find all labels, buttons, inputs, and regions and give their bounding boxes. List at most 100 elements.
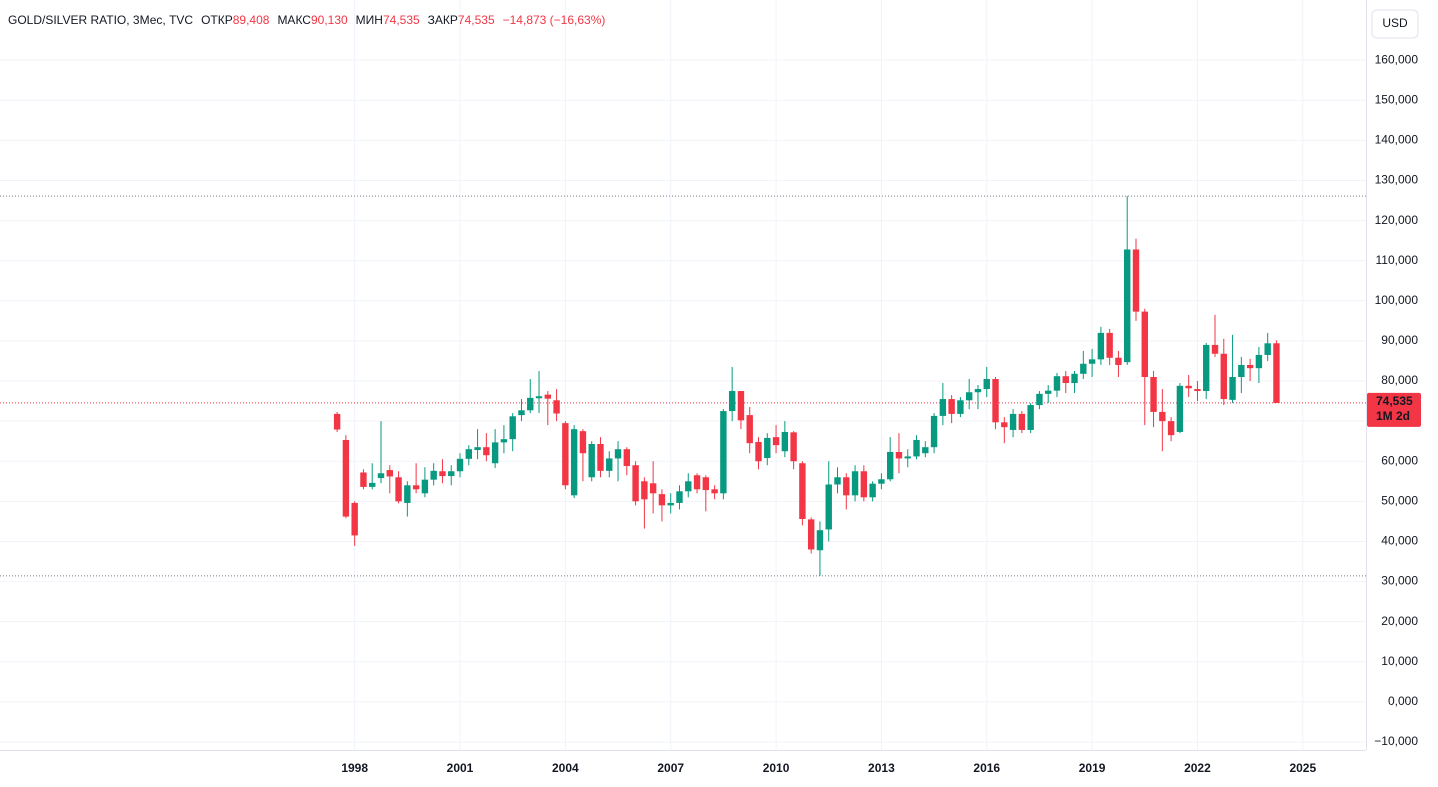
candle-body <box>878 479 885 484</box>
candle-body <box>1238 364 1245 378</box>
candle-body <box>351 502 358 536</box>
candle-body <box>614 449 622 459</box>
candle-body <box>948 399 955 414</box>
candle-body <box>465 449 472 459</box>
candle-body <box>430 470 437 480</box>
candle-body <box>1255 354 1263 369</box>
countdown-label: 1M 2d <box>1376 409 1410 423</box>
candle-body <box>1115 357 1122 365</box>
candle-body <box>1132 249 1140 312</box>
candle-body <box>377 473 385 479</box>
candle-body <box>1080 363 1087 374</box>
y-tick-label: 140,000 <box>1375 133 1419 147</box>
x-tick-label: 2010 <box>763 761 790 775</box>
ohlc-label: МАКС <box>277 13 311 27</box>
y-tick-label: 50,000 <box>1381 494 1418 508</box>
candle-body <box>641 481 648 500</box>
candle-body <box>860 471 868 498</box>
candle-body <box>1045 390 1052 394</box>
candle-body <box>1229 377 1236 400</box>
candle-body <box>1141 311 1148 378</box>
candle-body <box>649 483 657 494</box>
candle-body <box>544 394 552 399</box>
x-tick-label: 2016 <box>973 761 1000 775</box>
candle-body <box>772 437 780 446</box>
candle-body <box>957 400 964 414</box>
candle-body <box>395 477 402 502</box>
symbol-title: GOLD/SILVER RATIO, 3Мес, TVC <box>8 13 193 27</box>
candle-body <box>439 471 446 477</box>
candle-body <box>1264 343 1271 355</box>
last-price-label: 74,535 <box>1376 394 1413 408</box>
candle-body <box>755 441 762 462</box>
candle-body <box>509 416 516 440</box>
y-tick-label: 120,000 <box>1375 213 1419 227</box>
candle-body <box>1159 411 1166 422</box>
candle-body <box>491 442 499 464</box>
candle-body <box>1167 421 1175 436</box>
y-tick-label: 80,000 <box>1381 373 1418 387</box>
x-tick-label: 2025 <box>1289 761 1316 775</box>
candle-body <box>333 413 341 430</box>
candle-body <box>369 482 376 487</box>
candle-body <box>421 479 429 494</box>
x-tick-label: 1998 <box>341 761 368 775</box>
candle-body <box>483 447 490 456</box>
ohlc-label: МИН <box>356 13 383 27</box>
candle-body <box>974 389 982 393</box>
candle-body <box>632 465 639 502</box>
candle-body <box>1106 332 1113 358</box>
ohlc-value: 90,130 <box>311 13 348 27</box>
candle-body <box>1036 393 1043 406</box>
y-tick-label: 10,000 <box>1381 654 1418 668</box>
candle-body <box>474 447 481 450</box>
candle-body <box>1062 376 1069 384</box>
candle-body <box>386 470 393 477</box>
candle-body <box>807 519 815 550</box>
change-value: −14,873 (−16,63%) <box>503 13 606 27</box>
candle-body <box>939 399 947 416</box>
candle-body <box>535 396 543 399</box>
ohlc-value: 89,408 <box>233 13 270 27</box>
x-tick-label: 2022 <box>1184 761 1211 775</box>
ohlc-value: 74,535 <box>383 13 420 27</box>
candle-body <box>553 400 560 414</box>
candle-body <box>1203 344 1210 392</box>
x-tick-label: 2007 <box>657 761 684 775</box>
y-tick-label: −10,000 <box>1374 734 1418 748</box>
marks <box>333 196 1280 576</box>
candle-body <box>1220 353 1227 400</box>
candle-body <box>588 443 595 478</box>
ohlc-value: 74,535 <box>458 13 495 27</box>
y-tick-label: 90,000 <box>1381 333 1418 347</box>
candle-body <box>360 472 367 487</box>
candle-body <box>676 491 683 503</box>
candle-body <box>728 391 736 412</box>
y-tick-label: 60,000 <box>1381 453 1418 467</box>
candle-body <box>1211 344 1219 354</box>
candle-body <box>597 443 604 471</box>
ohlc-label: ОТКР <box>201 13 233 27</box>
candle-body <box>781 431 789 452</box>
currency-label[interactable]: USD <box>1382 16 1408 30</box>
candle-body <box>1001 422 1008 428</box>
currency-button[interactable] <box>1371 9 1419 39</box>
candle-body <box>895 452 903 459</box>
y-tick-label: 30,000 <box>1381 574 1418 588</box>
ohlc-label: ЗАКР <box>428 13 458 27</box>
candle-body <box>1088 359 1096 364</box>
candle-body <box>404 485 411 503</box>
candle-body <box>904 456 911 459</box>
candle-body <box>1027 405 1034 430</box>
candle-body <box>843 477 850 496</box>
candle-body <box>1150 377 1157 412</box>
y-tick-label: 160,000 <box>1375 52 1419 66</box>
x-tick-label: 2004 <box>552 761 579 775</box>
candle-body <box>702 477 710 491</box>
candle-body <box>816 530 824 551</box>
y-tick-label: 0,000 <box>1388 694 1418 708</box>
candle-body <box>834 477 841 485</box>
candle-body <box>685 481 692 492</box>
